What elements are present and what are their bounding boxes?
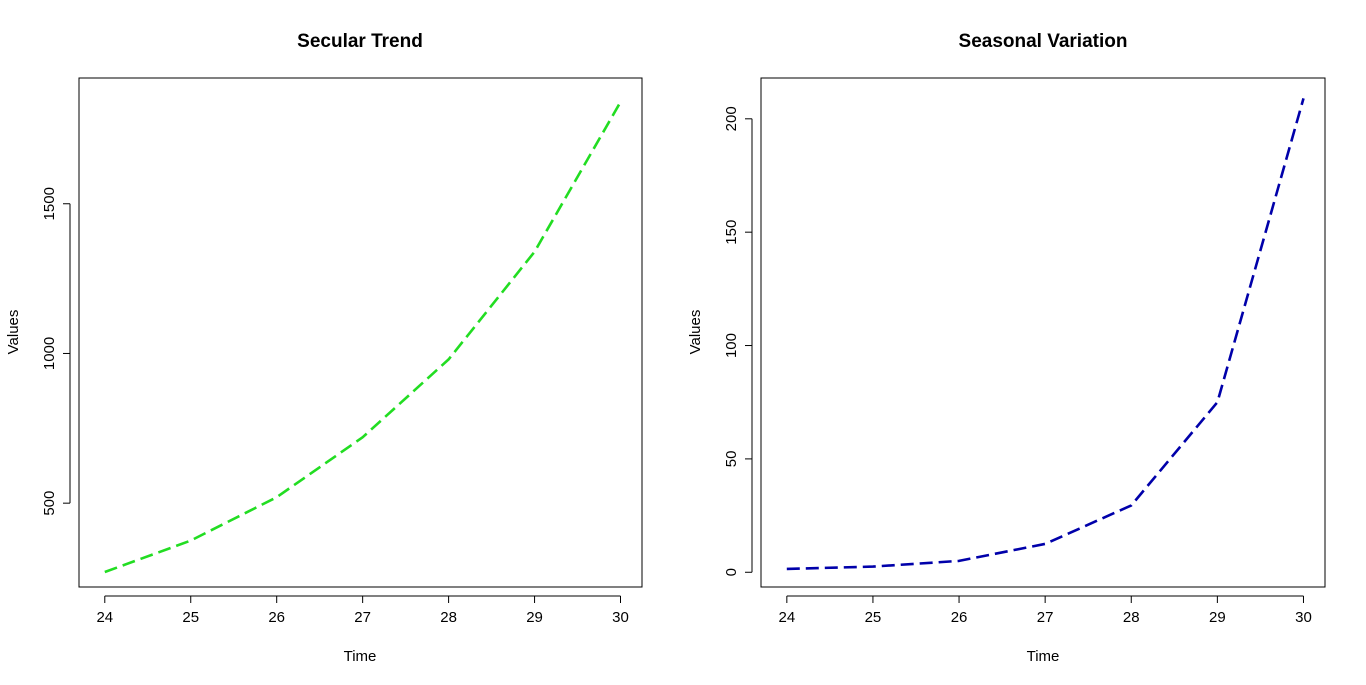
plot-frame [78, 77, 643, 588]
x-axis-label: Time [344, 648, 377, 665]
x-tick-label: 29 [526, 609, 543, 626]
x-tick-label: 24 [96, 609, 113, 626]
x-tick-label: 29 [1209, 609, 1226, 626]
y-tick-label: 500 [41, 491, 58, 516]
x-tick-label: 28 [440, 609, 457, 626]
x-tick-label: 30 [612, 609, 629, 626]
x-tick-label: 25 [182, 609, 199, 626]
y-tick-label: 200 [723, 106, 740, 131]
secular-trend-panel: Secular Trend Time Values 24 25 26 27 28 29 30… [5, 31, 643, 665]
seasonal-variation-panel: Seasonal Variation Time Values 24 25 26 27 2… [687, 31, 1326, 665]
series-line [786, 98, 1305, 571]
x-tick-label: 30 [1295, 609, 1312, 626]
chart-title: Seasonal Variation [959, 31, 1128, 52]
chart-title: Secular Trend [297, 31, 423, 52]
x-tick-label: 28 [1123, 609, 1140, 626]
series-line [104, 101, 622, 574]
y-tick-label: 50 [723, 451, 740, 468]
x-tick-label: 26 [951, 609, 968, 626]
x-axis-label: Time [1027, 648, 1060, 665]
x-tick-label: 25 [865, 609, 882, 626]
x-tick-label: 27 [1037, 609, 1054, 626]
x-tick-label: 26 [268, 609, 285, 626]
y-tick-label: 150 [723, 220, 740, 245]
y-tick-label: 1500 [41, 187, 58, 220]
y-tick-label: 100 [723, 333, 740, 358]
y-axis-label: Values [687, 310, 704, 355]
y-axis-label: Values [5, 310, 22, 355]
x-tick-label: 27 [354, 609, 371, 626]
y-tick-label: 0 [723, 568, 740, 576]
y-tick-label: 1000 [41, 337, 58, 370]
x-tick-label: 24 [778, 609, 795, 626]
plot-frame [760, 77, 1326, 588]
